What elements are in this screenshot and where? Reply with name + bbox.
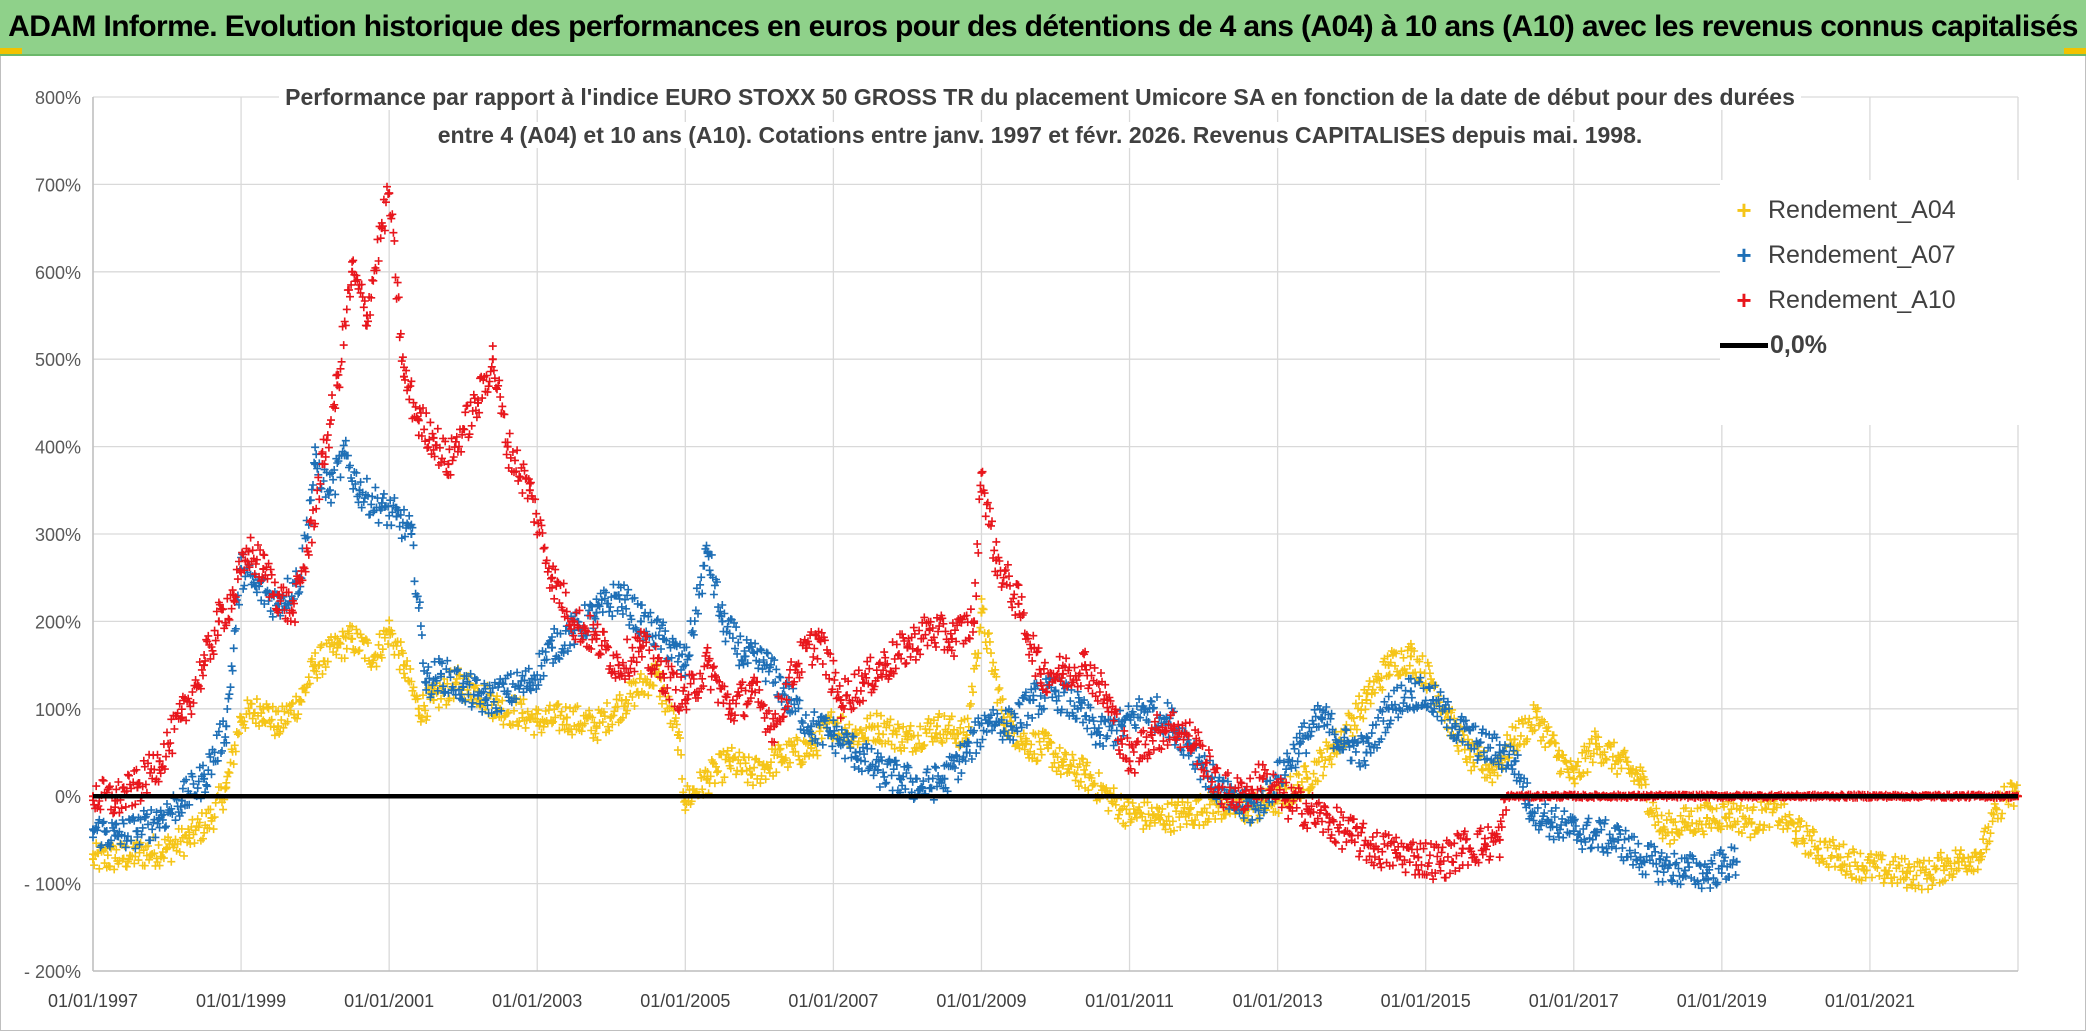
x-tick-label: 01/01/2003 bbox=[492, 991, 582, 1011]
x-tick-label: 01/01/2013 bbox=[1233, 991, 1323, 1011]
y-tick-label: 100% bbox=[35, 700, 81, 720]
data-point bbox=[614, 661, 623, 670]
x-tick-label: 01/01/2021 bbox=[1825, 991, 1915, 1011]
data-point bbox=[1007, 722, 1016, 731]
legend-item-a04: + Rendement_A04 bbox=[1720, 190, 1956, 230]
x-tick-label: 01/01/2019 bbox=[1677, 991, 1767, 1011]
x-tick-label: 01/01/2015 bbox=[1381, 991, 1471, 1011]
legend-item-a10: + Rendement_A10 bbox=[1720, 280, 1956, 320]
data-point bbox=[1362, 696, 1371, 705]
legend-marker-a10: + bbox=[1736, 284, 1752, 315]
legend-label-a04: Rendement_A04 bbox=[1768, 195, 1956, 224]
banner-corner-left bbox=[0, 48, 22, 54]
data-point bbox=[429, 433, 438, 442]
data-point bbox=[414, 704, 423, 713]
series-point-cloud bbox=[89, 436, 1740, 893]
data-point bbox=[155, 757, 164, 766]
data-point bbox=[1036, 669, 1045, 678]
data-point bbox=[548, 643, 557, 652]
y-tick-label: 200% bbox=[35, 612, 81, 632]
data-point bbox=[200, 661, 209, 670]
data-point bbox=[548, 573, 557, 582]
series-rendement_a07 bbox=[89, 436, 1741, 893]
legend-label-a07: Rendement_A07 bbox=[1768, 240, 1956, 269]
chart-title-line-2: entre 4 (A04) et 10 ans (A10). Cotations… bbox=[431, 122, 1649, 148]
data-point bbox=[1406, 652, 1415, 661]
x-tick-label: 01/01/1997 bbox=[48, 991, 138, 1011]
y-tick-label: 300% bbox=[35, 525, 81, 545]
data-point bbox=[1703, 814, 1712, 823]
x-tick-label: 01/01/2005 bbox=[640, 991, 730, 1011]
legend-marker-a04: + bbox=[1736, 194, 1752, 225]
y-tick-label: 800% bbox=[35, 88, 81, 108]
data-point bbox=[1295, 739, 1304, 748]
x-axis: 01/01/1997 01/01/1999 01/01/2001 01/01/2003… bbox=[48, 970, 2018, 1011]
data-point bbox=[933, 722, 942, 731]
legend-item-zero: 0,0% bbox=[1720, 325, 1827, 365]
x-tick-label: 01/01/2001 bbox=[344, 991, 434, 1011]
legend-label-zero: 0,0% bbox=[1770, 330, 1827, 359]
data-point bbox=[222, 722, 231, 731]
y-tick-label: 0% bbox=[55, 787, 81, 807]
data-point bbox=[214, 617, 223, 626]
x-tick-label: 01/01/2017 bbox=[1529, 991, 1619, 1011]
y-tick-label: 700% bbox=[35, 175, 81, 195]
data-series bbox=[89, 182, 2022, 894]
data-point bbox=[1466, 752, 1475, 761]
banner-corner-right bbox=[2064, 48, 2086, 54]
legend-item-a07: + Rendement_A07 bbox=[1720, 235, 1956, 275]
y-tick-label: 600% bbox=[35, 263, 81, 283]
y-tick-label: - 100% bbox=[24, 875, 81, 895]
y-axis: 800% 700% 600% 500% 400% 300% 200% 100% 0% - 100%… bbox=[24, 88, 94, 982]
x-tick-label: 01/01/2009 bbox=[936, 991, 1026, 1011]
legend-label-a10: Rendement_A10 bbox=[1768, 285, 1956, 314]
series-rendement_a04 bbox=[89, 595, 2022, 894]
x-tick-label: 01/01/2007 bbox=[788, 991, 878, 1011]
y-tick-label: 500% bbox=[35, 350, 81, 370]
data-point bbox=[1014, 599, 1023, 608]
data-point bbox=[1680, 866, 1689, 875]
legend-line-zero bbox=[1720, 342, 1768, 348]
y-tick-label: 400% bbox=[35, 438, 81, 458]
data-point bbox=[488, 355, 497, 364]
data-point bbox=[392, 512, 401, 521]
data-point bbox=[1569, 774, 1578, 783]
data-point bbox=[407, 530, 416, 538]
chart-title-line-1: Performance par rapport à l'indice EURO … bbox=[279, 84, 1801, 110]
legend: + Rendement_A04 + Rendement_A07 + Rendem… bbox=[1720, 180, 2020, 425]
series-rendement_a10 bbox=[89, 182, 2022, 884]
banner: ADAM Informe. Evolution historique des p… bbox=[0, 0, 2086, 56]
data-point bbox=[977, 468, 986, 477]
series-point-cloud bbox=[89, 595, 2021, 894]
data-point bbox=[444, 460, 453, 469]
x-tick-label: 01/01/1999 bbox=[196, 991, 286, 1011]
y-tick-label: - 200% bbox=[24, 962, 81, 982]
legend-marker-a07: + bbox=[1736, 239, 1752, 270]
data-point bbox=[1791, 827, 1800, 836]
x-tick-label: 01/01/2011 bbox=[1085, 991, 1174, 1011]
data-point bbox=[1414, 853, 1423, 862]
data-point bbox=[1569, 827, 1578, 836]
banner-title: ADAM Informe. Evolution historique des p… bbox=[8, 10, 2078, 43]
chart-title: Performance par rapport à l'indice EURO … bbox=[230, 78, 1850, 154]
data-point bbox=[636, 617, 645, 626]
